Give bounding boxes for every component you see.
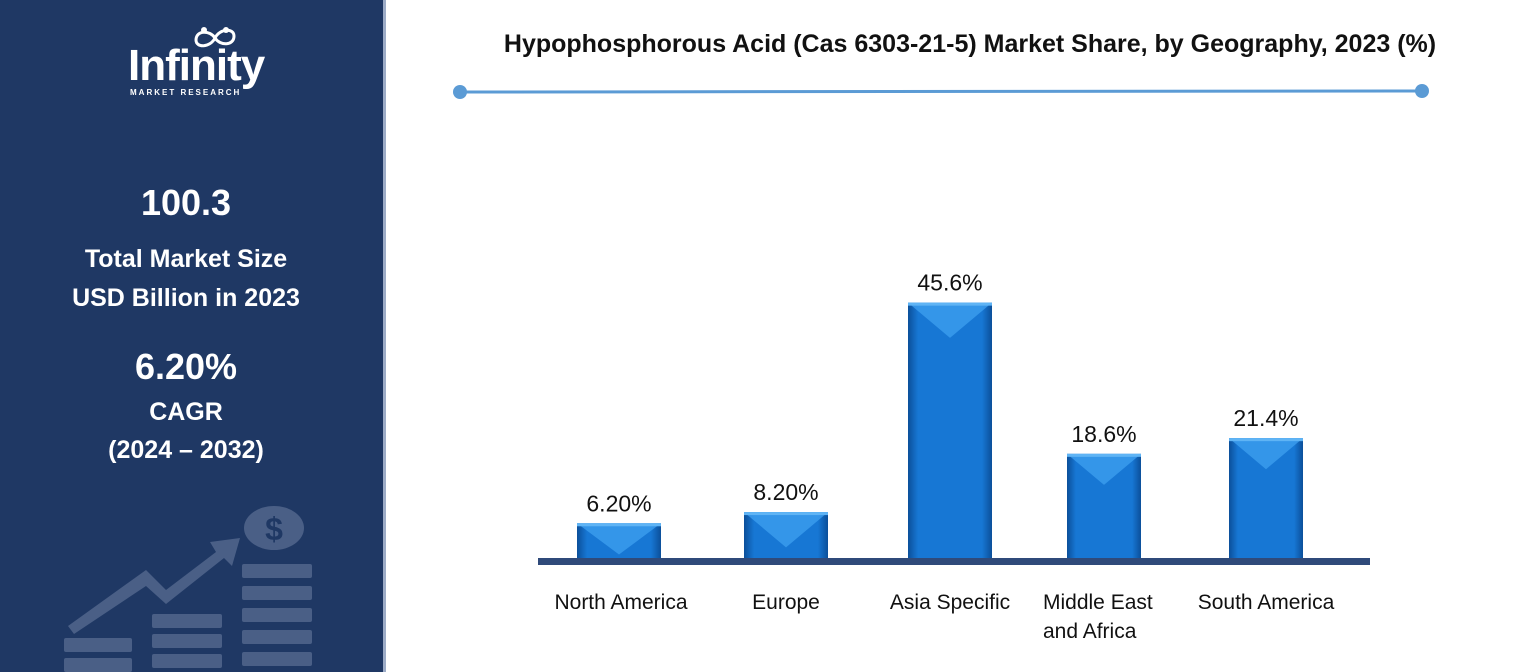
market-size-label-line1: Total Market Size [84, 245, 288, 273]
company-logo: Infinity MARKET RESEARCH [118, 26, 278, 101]
money-growth-icon: $ [64, 506, 312, 672]
data-label: 21.4% [1233, 405, 1298, 431]
cagr-period: (2024 – 2032) [108, 436, 264, 464]
market-size-value: 100.3 [140, 182, 232, 223]
sidebar-panel: Infinity MARKET RESEARCH 100.3 Total Mar… [0, 0, 386, 672]
x-tick-label: Middle East and Africa [1043, 591, 1153, 643]
data-label: 6.20% [586, 490, 651, 516]
cagr-label: CAGR [149, 398, 223, 426]
bar-asia-specific [908, 302, 992, 558]
infinity-swirl-icon [194, 27, 236, 48]
logo-wordmark: Infinity [128, 41, 265, 90]
x-tick-label: South America [1198, 591, 1335, 614]
chart-baseline [538, 558, 1370, 565]
svg-text:$: $ [265, 511, 283, 547]
x-tick-label: North America [554, 591, 687, 614]
x-tick-label: Asia Specific [890, 591, 1010, 614]
chart-title: Hypophosphorous Acid (Cas 6303-21-5) Mar… [503, 30, 1437, 58]
data-label: 8.20% [753, 479, 818, 505]
cagr-value: 6.20% [134, 346, 238, 387]
logo-subtext: MARKET RESEARCH [130, 88, 242, 97]
bar-south-america [1229, 438, 1303, 558]
bar-north-america [577, 523, 661, 558]
bar-middle-east-and-africa [1067, 453, 1141, 558]
data-label: 45.6% [917, 270, 982, 296]
market-size-label-line2: USD Billion in 2023 [72, 284, 300, 312]
data-label: 18.6% [1071, 421, 1136, 447]
bar-europe [744, 512, 828, 558]
title-rule [453, 84, 1429, 99]
x-tick-label: Europe [752, 591, 820, 614]
